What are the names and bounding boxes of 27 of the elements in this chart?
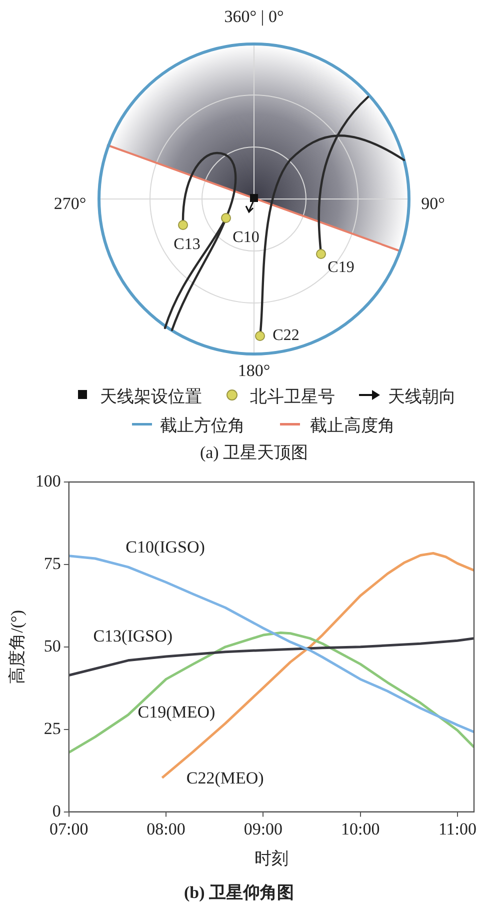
text: 天线架设位置 [100,387,202,406]
x-axis-title: 时刻 [254,848,288,868]
x-tick-label: 11:00 [438,819,477,838]
series-label: C10(IGSO) [126,537,205,556]
y-tick-label: 25 [44,718,61,738]
text: 270° [54,194,86,213]
x-tick-label: 10:00 [340,819,380,838]
x-tick-label: 09:00 [244,819,283,838]
series-label: C22(MEO) [186,768,264,788]
text: 360° | 0° [224,7,284,26]
y-tick-label: 75 [44,554,61,573]
series-label: C19(MEO) [138,702,216,722]
series-label: C13(IGSO) [93,626,173,646]
x-tick-label: 07:00 [50,819,88,838]
y-tick-label: 0 [52,801,61,820]
text: 180° [238,361,270,380]
y-axis-title: 高度角/(°) [8,610,27,684]
text: 截止方位角 [160,416,245,435]
text: (b) 卫星仰角图 [184,883,294,902]
text: 截止高度角 [310,416,395,435]
text: 90° [421,194,445,213]
text: 北斗卫星号 [250,387,335,406]
y-tick-label: 100 [35,471,61,490]
x-tick-label: 08:00 [146,819,186,838]
y-tick-label: 50 [44,636,61,656]
text: 天线朝向 [388,387,456,406]
text: (a) 卫星天顶图 [200,443,308,462]
